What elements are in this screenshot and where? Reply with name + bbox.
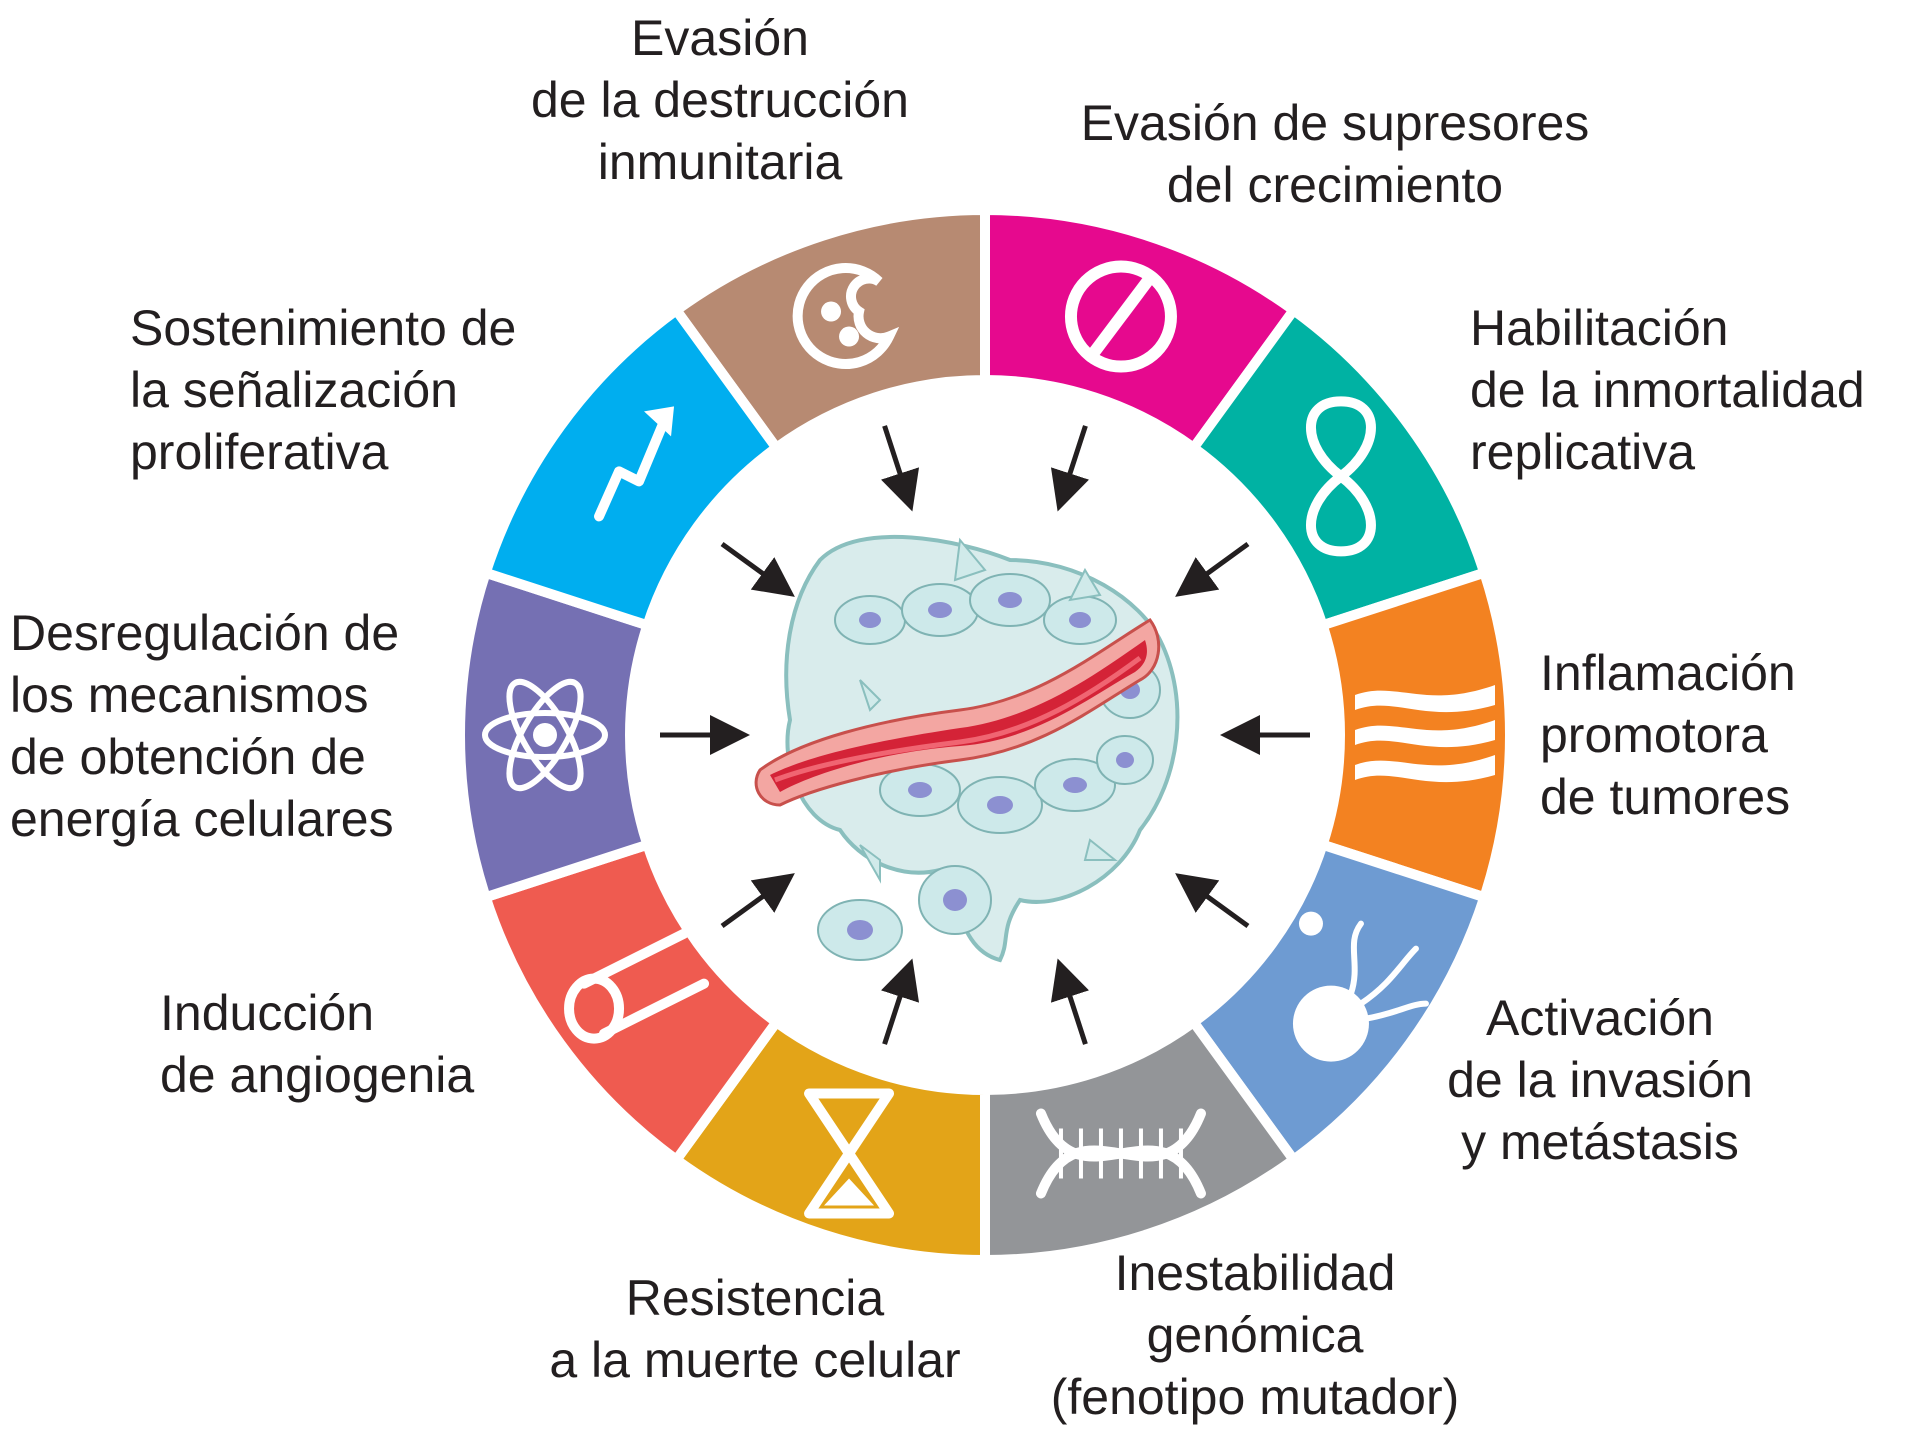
label-inflammation: Inflamación promotora de tumores xyxy=(1540,645,1796,825)
hallmarks-ring xyxy=(455,204,1515,1266)
arrow-death xyxy=(880,958,920,1045)
segment-suppressors xyxy=(980,204,1301,455)
label-immune: Evasión de la destrucción inmunitaria xyxy=(531,10,909,190)
arrows xyxy=(660,425,1310,1045)
hallmark-labels: Evasión de la destrucción inmunitaria Evasi… xyxy=(10,10,1865,1425)
arrow-immune xyxy=(880,425,920,512)
label-genomic: Inestabilidad genómica (fenotipo mutador) xyxy=(1051,1245,1460,1425)
label-suppressors: Evasión de supresores del crecimiento xyxy=(1081,95,1590,213)
infinity-icon xyxy=(1305,396,1376,557)
label-death: Resistencia a la muerte celular xyxy=(549,1270,960,1388)
flame-icon xyxy=(1355,685,1495,783)
hourglass-icon xyxy=(804,1088,895,1219)
prohibited-icon xyxy=(1064,260,1177,373)
arrow-suppressors xyxy=(1050,425,1090,512)
arrow-genomic xyxy=(1050,958,1090,1045)
label-angiogenesis: Inducción de angiogenia xyxy=(160,985,474,1103)
segment-energy xyxy=(455,566,654,904)
label-immortality: Habilitación de la inmortalidad replicativ… xyxy=(1470,300,1865,480)
arrow-angiogenesis xyxy=(720,873,795,929)
dna-icon xyxy=(1035,1108,1206,1199)
segment-proliferative xyxy=(479,303,784,632)
immune-cell-icon xyxy=(792,263,900,369)
arrow-metastasis xyxy=(1175,873,1250,929)
segment-inflammation xyxy=(1316,566,1515,904)
up-arrow-icon xyxy=(594,406,675,522)
blood-vessel-icon xyxy=(564,928,710,1044)
tumor-microenvironment-icon xyxy=(754,534,1180,963)
label-proliferative: Sostenimiento de la señalización prolifera… xyxy=(130,300,516,480)
atom-icon xyxy=(482,678,608,792)
invading-cell-icon xyxy=(1292,911,1429,1062)
arrow-proliferative xyxy=(720,541,795,597)
arrow-immortality xyxy=(1175,541,1250,597)
label-energy: Desregulación de los mecanismos de obtenci… xyxy=(10,605,399,847)
label-metastasis: Activación de la invasión y metástasis xyxy=(1447,990,1753,1170)
